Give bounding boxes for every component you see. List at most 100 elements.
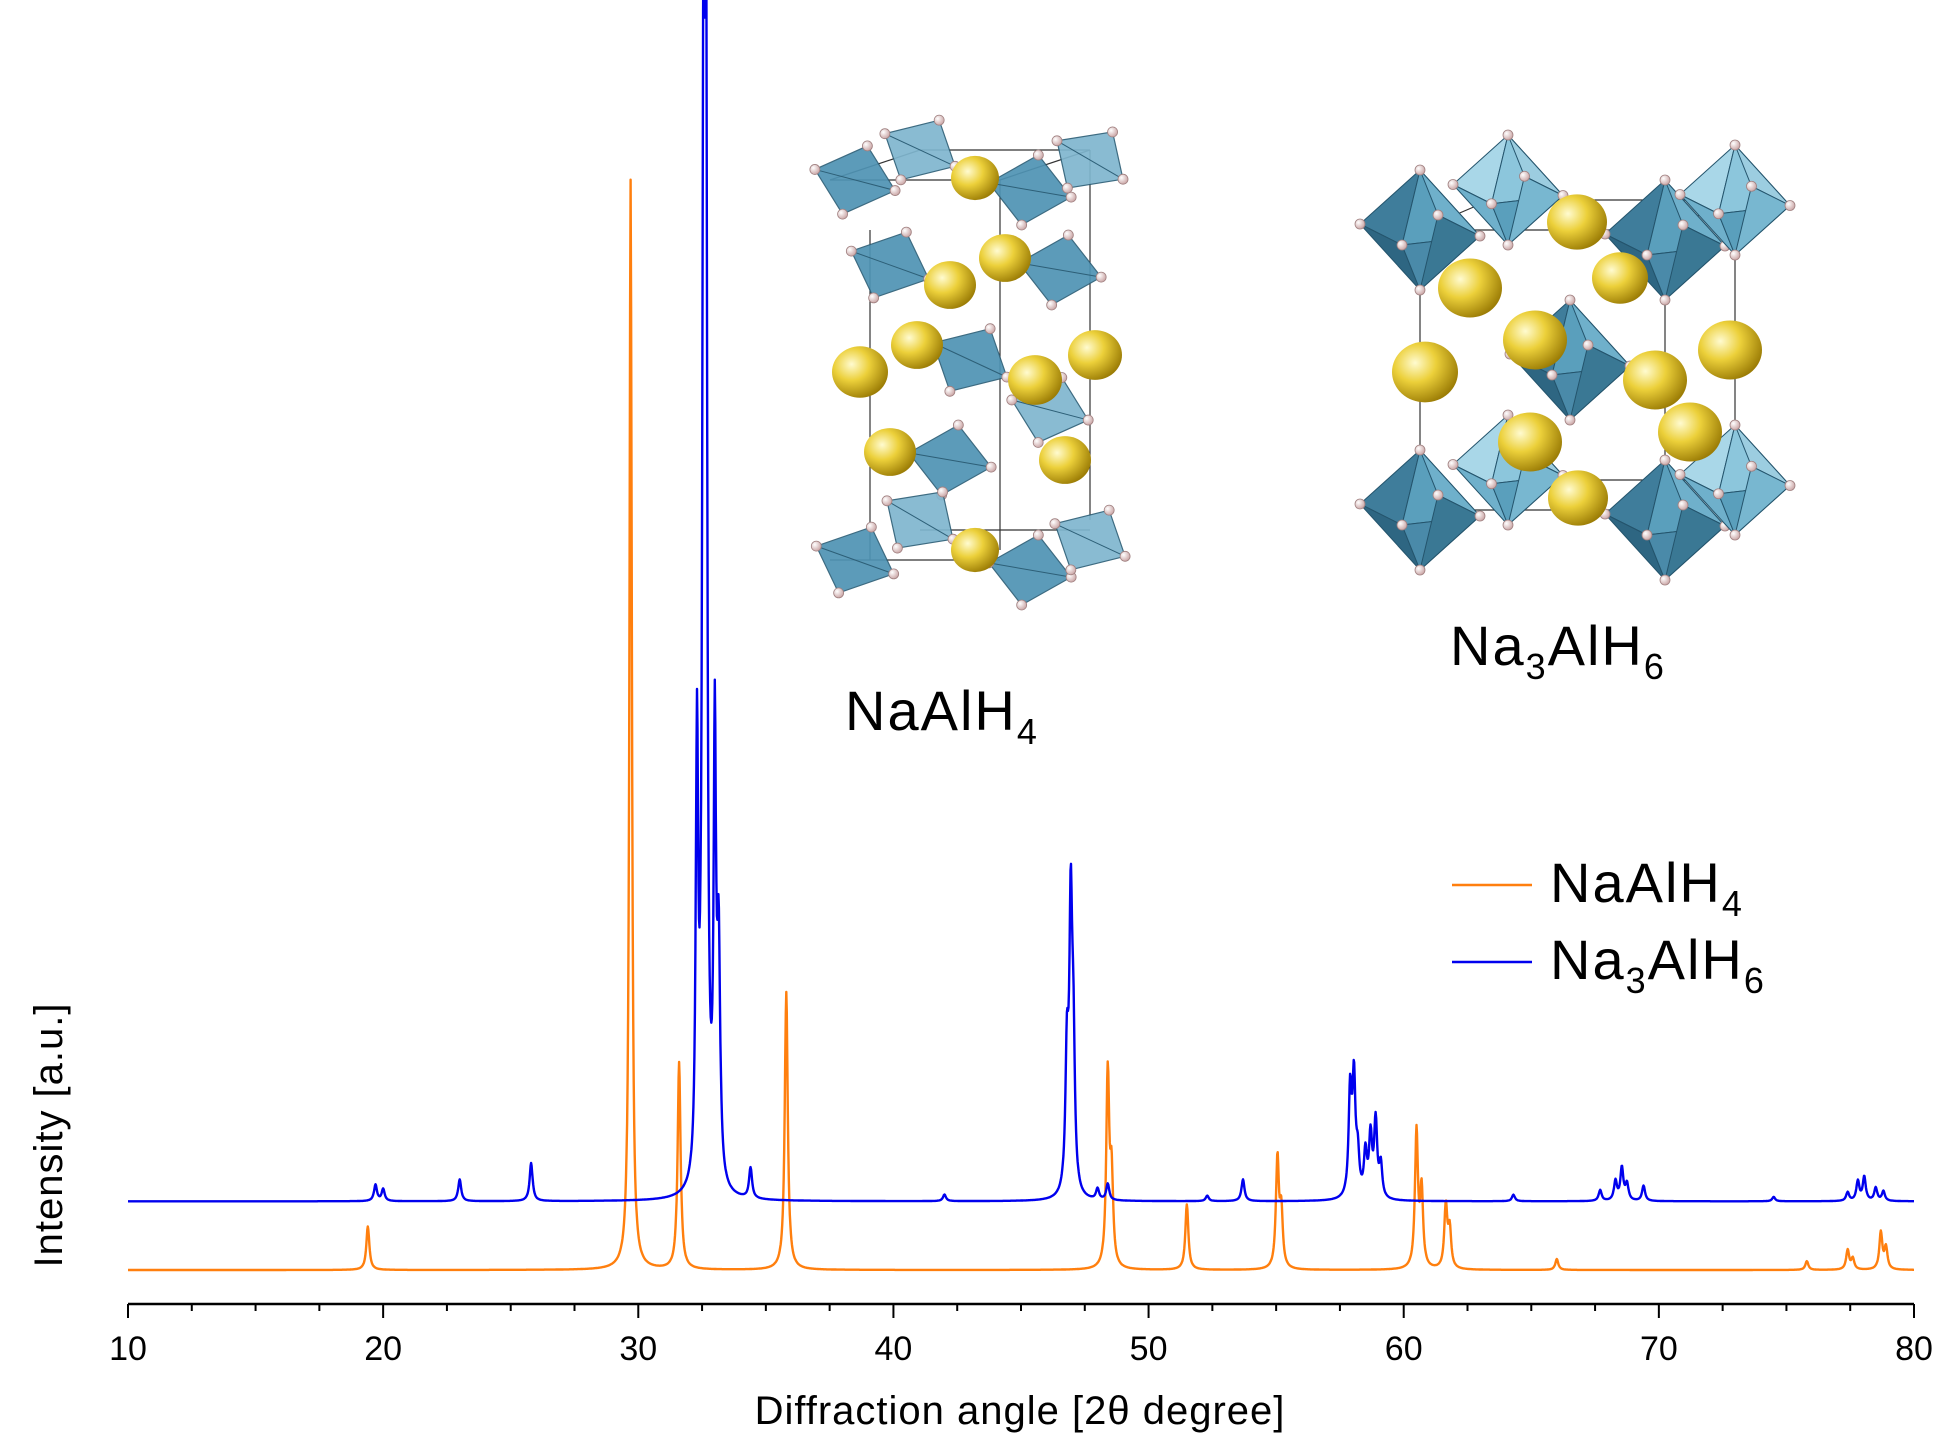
hydrogen-atom bbox=[879, 128, 891, 140]
hydrogen-atom bbox=[1051, 135, 1063, 147]
sodium-atom bbox=[832, 346, 888, 398]
hydrogen-atom bbox=[1659, 294, 1671, 306]
hydrogen-atom bbox=[1062, 182, 1073, 194]
hydrogen-atom bbox=[1641, 529, 1653, 541]
sodium-atom bbox=[1503, 310, 1567, 370]
polyhedron-edge bbox=[1054, 523, 1126, 557]
sodium-atom bbox=[951, 155, 999, 201]
hydrogen-atom bbox=[1641, 249, 1653, 261]
x-tick-label: 60 bbox=[1385, 1330, 1423, 1368]
hydrogen-atom bbox=[1117, 173, 1129, 185]
alh6-octahedron-face bbox=[1507, 175, 1564, 247]
sodium-atom bbox=[979, 234, 1031, 282]
alh6-octahedron-face bbox=[1734, 185, 1791, 257]
hydrogen-atom bbox=[984, 323, 996, 335]
x-tick-label: 10 bbox=[109, 1330, 147, 1368]
hydrogen-atom bbox=[837, 208, 848, 220]
hydrogen-atom bbox=[1065, 191, 1077, 203]
hydrogen-atom bbox=[1016, 219, 1028, 231]
polyhedron-edge bbox=[816, 545, 894, 575]
hydrogen-atom bbox=[1677, 219, 1689, 231]
hydrogen-atom bbox=[1049, 518, 1061, 530]
x-tick-label: 40 bbox=[875, 1330, 913, 1368]
hydrogen-atom bbox=[1486, 198, 1497, 210]
sodium-atom bbox=[1068, 330, 1122, 380]
hydrogen-atom bbox=[1095, 271, 1107, 283]
na3alh6-structure-label: Na3AlH6 bbox=[1450, 614, 1666, 687]
hydrogen-atom bbox=[1032, 149, 1044, 161]
hydrogen-atom bbox=[1784, 200, 1796, 211]
hydrogen-atom bbox=[895, 174, 907, 186]
series-line-na3alh6 bbox=[127, 0, 1915, 1203]
hydrogen-atom bbox=[1659, 574, 1671, 586]
hydrogen-atom bbox=[985, 461, 997, 473]
naalh4-structure-inset: NaAlH4 bbox=[809, 114, 1131, 752]
legend-label-naalh4: NaAlH4 bbox=[1550, 851, 1744, 924]
hydrogen-atom bbox=[933, 114, 945, 126]
hydrogen-atom bbox=[1065, 564, 1077, 576]
sodium-atom bbox=[1008, 355, 1062, 405]
hydrogen-atom bbox=[1432, 209, 1444, 221]
hydrogen-atom bbox=[1546, 369, 1558, 381]
hydrogen-atom bbox=[1107, 126, 1118, 138]
hydrogen-atom bbox=[1006, 394, 1018, 406]
hydrogen-atom bbox=[1432, 489, 1444, 501]
polyhedron-edge bbox=[884, 133, 956, 167]
sodium-atom bbox=[1438, 258, 1502, 318]
hydrogen-atom bbox=[1564, 414, 1576, 426]
x-axis: 10 20 30 40 50 60 70 80 bbox=[109, 1302, 1933, 1368]
hydrogen-atom bbox=[1677, 499, 1689, 511]
hydrogen-atom bbox=[1659, 454, 1671, 466]
hydrogen-atom bbox=[1502, 129, 1514, 141]
hydrogen-atom bbox=[1062, 229, 1074, 241]
hydrogen-atom bbox=[1713, 208, 1724, 220]
hydrogen-atom bbox=[1447, 459, 1459, 470]
polyhedron-edge bbox=[932, 342, 1008, 378]
sodium-atom bbox=[864, 428, 916, 476]
series-line-naalh4 bbox=[127, 178, 1915, 1272]
sodium-atom bbox=[951, 527, 999, 573]
hydrogen-atom bbox=[1082, 414, 1094, 426]
alh6-octahedron-face bbox=[1569, 344, 1631, 422]
hydrogen-atom bbox=[1674, 469, 1686, 480]
hydrogen-atom bbox=[833, 587, 845, 599]
polyhedron-edge bbox=[1018, 262, 1102, 278]
sodium-atom bbox=[924, 261, 976, 309]
hydrogen-atom bbox=[937, 486, 948, 498]
x-tick-label: 70 bbox=[1640, 1330, 1678, 1368]
hydrogen-atom bbox=[1032, 529, 1044, 541]
polyhedron-edge bbox=[908, 452, 992, 468]
hydrogen-atom bbox=[1659, 174, 1671, 186]
hydrogen-atom bbox=[1502, 519, 1514, 531]
alh6-octahedron-face bbox=[1419, 214, 1481, 292]
hydrogen-atom bbox=[809, 164, 821, 175]
hydrogen-atom bbox=[1032, 437, 1044, 448]
hydrogen-atom bbox=[1746, 460, 1757, 472]
sodium-atom bbox=[1547, 194, 1607, 250]
hydrogen-atom bbox=[1519, 170, 1530, 182]
sodium-atom bbox=[1592, 252, 1648, 304]
hydrogen-atom bbox=[1414, 444, 1426, 456]
polyhedron-edge bbox=[1011, 399, 1089, 421]
hydrogen-atom bbox=[1414, 284, 1426, 296]
hydrogen-atom bbox=[881, 495, 893, 507]
hydrogen-atom bbox=[1713, 488, 1724, 500]
polyhedron-edge bbox=[814, 168, 896, 192]
hydrogen-atom bbox=[1474, 510, 1486, 522]
hydrogen-atom bbox=[1447, 179, 1459, 190]
hydrogen-atom bbox=[1784, 480, 1796, 491]
legend: NaAlH4 Na3AlH6 bbox=[1452, 851, 1766, 1001]
hydrogen-atom bbox=[1502, 239, 1514, 251]
hydrogen-atom bbox=[1103, 504, 1115, 516]
hydrogen-atom bbox=[1414, 164, 1426, 176]
legend-label-na3alh6: Na3AlH6 bbox=[1550, 928, 1766, 1001]
hydrogen-atom bbox=[1746, 180, 1757, 192]
sodium-atom bbox=[891, 321, 943, 369]
hydrogen-atom bbox=[1729, 529, 1741, 541]
polyhedron-edge bbox=[988, 562, 1072, 578]
hydrogen-atom bbox=[952, 419, 964, 431]
hydrogen-atom bbox=[868, 292, 880, 304]
hydrogen-atom bbox=[892, 542, 903, 554]
sodium-atom bbox=[1392, 341, 1458, 403]
